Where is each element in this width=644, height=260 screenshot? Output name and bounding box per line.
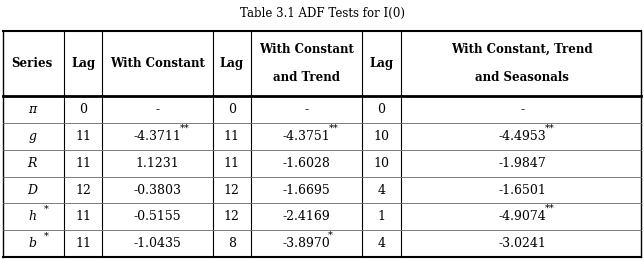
Text: R: R	[28, 157, 37, 170]
Text: π: π	[28, 103, 36, 116]
Text: 11: 11	[224, 157, 240, 170]
Text: -0.5155: -0.5155	[133, 210, 181, 223]
Text: -4.4953: -4.4953	[498, 129, 546, 142]
Text: 11: 11	[75, 237, 91, 250]
Text: *: *	[44, 232, 49, 240]
Text: With Constant, Trend: With Constant, Trend	[451, 43, 593, 56]
Text: -: -	[305, 103, 308, 116]
Text: -2.4169: -2.4169	[283, 210, 330, 223]
Text: -4.3751: -4.3751	[283, 129, 330, 142]
Text: 0: 0	[228, 103, 236, 116]
Text: 11: 11	[75, 157, 91, 170]
Text: -1.6501: -1.6501	[498, 184, 546, 197]
Text: **: **	[545, 123, 554, 132]
Text: 0: 0	[79, 103, 87, 116]
Text: Series: Series	[12, 57, 53, 70]
Text: -: -	[520, 103, 524, 116]
Text: 1: 1	[377, 210, 385, 223]
Text: -0.3803: -0.3803	[133, 184, 181, 197]
Text: *: *	[44, 205, 49, 214]
Text: -1.6028: -1.6028	[283, 157, 330, 170]
Text: g: g	[28, 129, 36, 142]
Text: 10: 10	[374, 129, 389, 142]
Text: -1.9847: -1.9847	[498, 157, 546, 170]
Text: 8: 8	[228, 237, 236, 250]
Text: *: *	[328, 231, 332, 240]
Text: -1.0435: -1.0435	[133, 237, 181, 250]
Text: 0: 0	[377, 103, 385, 116]
Text: Lag: Lag	[369, 57, 393, 70]
Text: h: h	[28, 210, 36, 223]
Text: With Constant: With Constant	[109, 57, 205, 70]
Text: and Trend: and Trend	[273, 71, 340, 84]
Text: 11: 11	[75, 129, 91, 142]
Text: D: D	[27, 184, 37, 197]
Text: 11: 11	[75, 210, 91, 223]
Text: With Constant: With Constant	[259, 43, 354, 56]
Text: b: b	[28, 237, 36, 250]
Text: 10: 10	[374, 157, 389, 170]
Text: -3.8970: -3.8970	[283, 237, 330, 250]
Text: -: -	[155, 103, 159, 116]
Text: 12: 12	[224, 184, 240, 197]
Text: -3.0241: -3.0241	[498, 237, 546, 250]
Text: 4: 4	[377, 237, 385, 250]
Text: 1.1231: 1.1231	[135, 157, 179, 170]
Text: **: **	[329, 123, 339, 132]
Text: 11: 11	[224, 129, 240, 142]
Text: 4: 4	[377, 184, 385, 197]
Text: Lag: Lag	[220, 57, 244, 70]
Text: Lag: Lag	[71, 57, 95, 70]
Text: -4.3711: -4.3711	[133, 129, 181, 142]
Text: 12: 12	[224, 210, 240, 223]
Text: **: **	[545, 204, 554, 213]
Text: Table 3.1 ADF Tests for I(0): Table 3.1 ADF Tests for I(0)	[240, 6, 404, 20]
Text: -1.6695: -1.6695	[283, 184, 330, 197]
Text: 12: 12	[75, 184, 91, 197]
Text: **: **	[180, 123, 189, 132]
Text: -4.9074: -4.9074	[498, 210, 546, 223]
Text: and Seasonals: and Seasonals	[475, 71, 569, 84]
